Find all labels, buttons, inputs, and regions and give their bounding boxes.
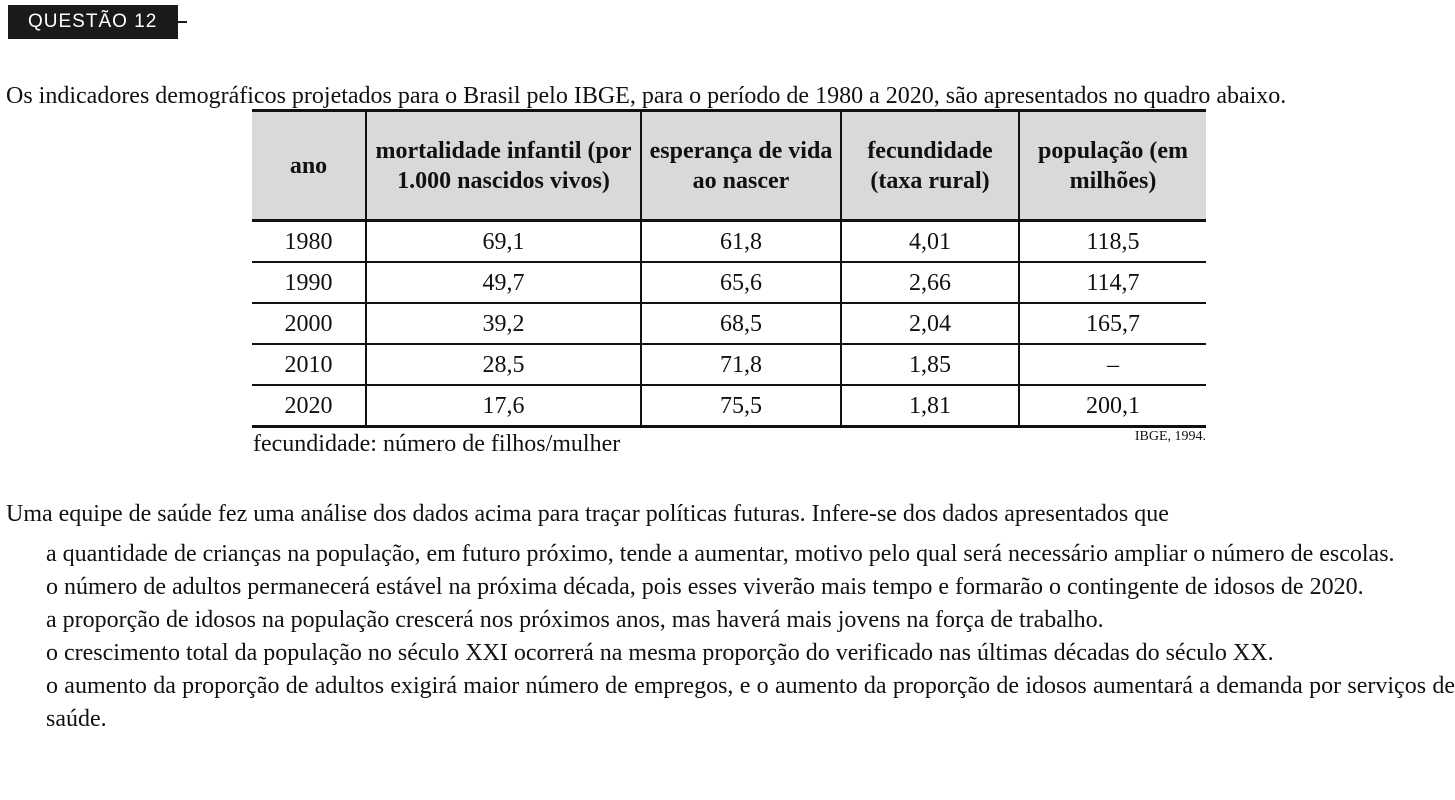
badge-divider bbox=[178, 21, 187, 23]
table-row: 1980 69,1 61,8 4,01 118,5 bbox=[252, 220, 1206, 263]
table-row: 2000 39,2 68,5 2,04 165,7 bbox=[252, 303, 1206, 345]
table-cell: 2,66 bbox=[840, 262, 1020, 304]
demographics-table: ano mortalidade infantil (por 1.000 nasc… bbox=[252, 109, 1206, 428]
table-cell: 71,8 bbox=[640, 344, 842, 386]
table-cell: 1,81 bbox=[840, 385, 1020, 428]
header-year: ano bbox=[252, 109, 367, 222]
table-header-row: ano mortalidade infantil (por 1.000 nasc… bbox=[252, 109, 1206, 222]
table-cell: 28,5 bbox=[365, 344, 642, 386]
table-cell: 2000 bbox=[252, 303, 367, 345]
table-cell: 118,5 bbox=[1018, 220, 1206, 263]
table-row: 2010 28,5 71,8 1,85 – bbox=[252, 344, 1206, 386]
table-cell: 68,5 bbox=[640, 303, 842, 345]
answer-option[interactable]: o número de adultos permanecerá estável … bbox=[46, 574, 1364, 600]
table-cell: 4,01 bbox=[840, 220, 1020, 263]
header-life-expectancy: esperança de vida ao nascer bbox=[640, 109, 842, 222]
answer-option[interactable]: o crescimento total da população no sécu… bbox=[46, 640, 1274, 666]
table-row: 2020 17,6 75,5 1,81 200,1 bbox=[252, 385, 1206, 428]
answer-options: a quantidade de crianças na população, e… bbox=[46, 538, 1455, 736]
question-number-badge: QUESTÃO 12 bbox=[8, 5, 178, 39]
header-fertility: fecundidade (taxa rural) bbox=[840, 109, 1020, 222]
table-cell: 65,6 bbox=[640, 262, 842, 304]
table-source: IBGE, 1994. bbox=[1134, 429, 1206, 444]
table-cell: 17,6 bbox=[365, 385, 642, 428]
answer-option[interactable]: a proporção de idosos na população cresc… bbox=[46, 607, 1104, 633]
question-number-label: QUESTÃO 12 bbox=[28, 11, 158, 32]
table-cell: 39,2 bbox=[365, 303, 642, 345]
header-population: população (em milhões) bbox=[1018, 109, 1206, 222]
table-cell: 69,1 bbox=[365, 220, 642, 263]
table-cell: – bbox=[1018, 344, 1206, 386]
table-cell: 165,7 bbox=[1018, 303, 1206, 345]
table-cell: 61,8 bbox=[640, 220, 842, 263]
intro-text: Os indicadores demográficos projetados p… bbox=[6, 83, 1287, 109]
table-cell: 114,7 bbox=[1018, 262, 1206, 304]
answer-option[interactable]: o aumento da proporção de adultos exigir… bbox=[46, 673, 1455, 732]
table-cell: 75,5 bbox=[640, 385, 842, 428]
table-cell: 1980 bbox=[252, 220, 367, 263]
table-footnote: fecundidade: número de filhos/mulher bbox=[253, 431, 621, 457]
table-cell: 1990 bbox=[252, 262, 367, 304]
table-cell: 200,1 bbox=[1018, 385, 1206, 428]
table-cell: 2,04 bbox=[840, 303, 1020, 345]
table-cell: 49,7 bbox=[365, 262, 642, 304]
answer-option[interactable]: a quantidade de crianças na população, e… bbox=[46, 541, 1395, 567]
question-prompt: Uma equipe de saúde fez uma análise dos … bbox=[6, 501, 1169, 527]
table-cell: 1,85 bbox=[840, 344, 1020, 386]
table-cell: 2010 bbox=[252, 344, 367, 386]
header-infant-mortality: mortalidade infantil (por 1.000 nascidos… bbox=[365, 109, 642, 222]
table-row: 1990 49,7 65,6 2,66 114,7 bbox=[252, 262, 1206, 304]
table-cell: 2020 bbox=[252, 385, 367, 428]
